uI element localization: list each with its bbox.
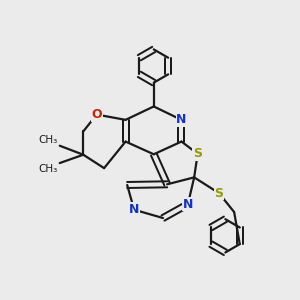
- Text: O: O: [92, 108, 102, 121]
- Text: S: S: [193, 147, 202, 160]
- Text: N: N: [183, 198, 193, 211]
- Text: N: N: [176, 113, 187, 126]
- Text: CH₃: CH₃: [38, 164, 57, 174]
- Text: S: S: [214, 187, 224, 200]
- Text: N: N: [129, 203, 139, 216]
- Text: CH₃: CH₃: [38, 135, 57, 145]
